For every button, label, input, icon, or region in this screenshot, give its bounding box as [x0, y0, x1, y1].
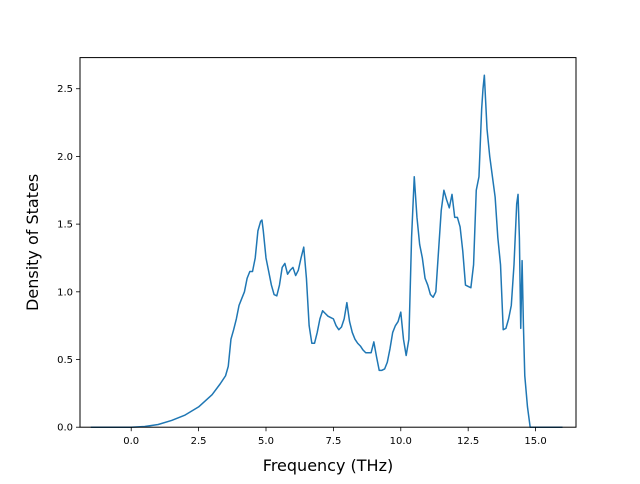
x-axis: 0.0 2.5 5.0 7.5 10.0 12.5 15.0	[123, 427, 547, 447]
x-tick-label: 0.0	[123, 436, 139, 447]
x-tick-label: 7.5	[325, 436, 341, 447]
y-axis: 0.0 0.5 1.0 1.5 2.0 2.5	[57, 84, 80, 434]
y-axis-label: Density of States	[23, 174, 42, 311]
y-tick-label: 1.0	[57, 287, 73, 298]
y-tick-label: 0.0	[57, 423, 73, 434]
x-tick-label: 15.0	[524, 436, 546, 447]
y-tick-label: 2.0	[57, 152, 73, 163]
axes-frame	[79, 57, 577, 428]
x-tick-label: 2.5	[191, 436, 207, 447]
y-tick-label: 2.5	[57, 84, 73, 95]
y-tick-label: 0.5	[57, 355, 73, 366]
x-tick-label: 12.5	[457, 436, 479, 447]
x-tick-label: 5.0	[258, 436, 274, 447]
dos-series-line	[90, 74, 563, 428]
y-tick-label: 1.5	[57, 220, 73, 231]
x-tick-label: 10.0	[390, 436, 412, 447]
x-axis-label: Frequency (THz)	[263, 456, 393, 475]
